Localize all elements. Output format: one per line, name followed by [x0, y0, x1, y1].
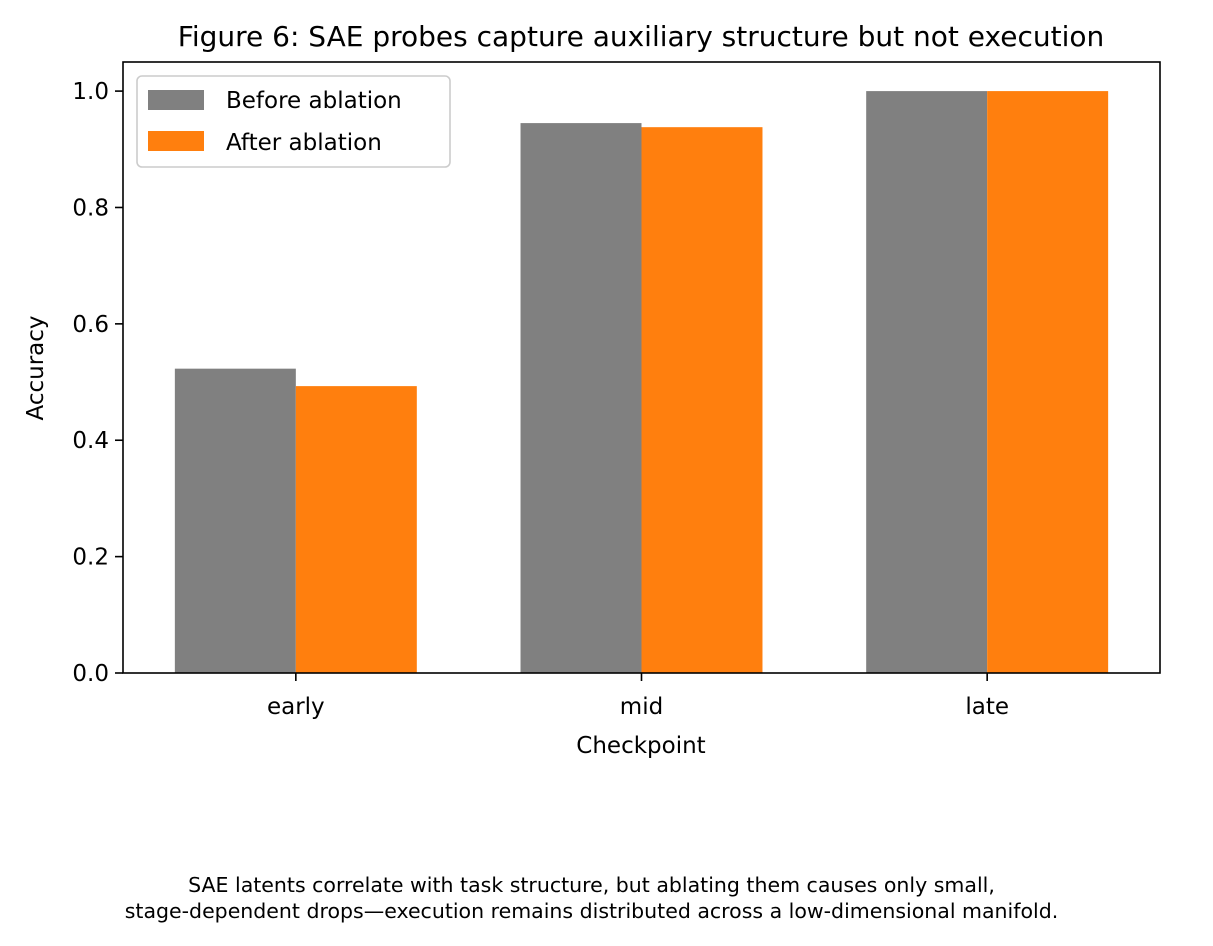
figure-caption: SAE latents correlate with task structur…	[0, 872, 1183, 924]
x-axis: early mid late	[267, 673, 1009, 720]
x-tick-label: mid	[620, 694, 663, 720]
bar-before-late	[866, 91, 988, 674]
legend-swatch-after	[148, 131, 204, 151]
legend: Before ablation After ablation	[136, 75, 451, 168]
legend-box	[136, 75, 451, 168]
chart-title: Figure 6: SAE probes capture auxiliary s…	[178, 20, 1104, 53]
bar-after-early	[295, 386, 417, 673]
y-tick-label: 1.0	[72, 79, 109, 105]
x-axis-label: Checkpoint	[576, 733, 705, 759]
y-tick-label: 0.8	[72, 195, 109, 221]
bar-after-mid	[641, 127, 763, 673]
caption-line-1: SAE latents correlate with task structur…	[188, 873, 995, 897]
y-tick-label: 0.4	[72, 428, 109, 454]
legend-label-after: After ablation	[226, 130, 382, 156]
y-tick-label: 0.6	[72, 312, 109, 338]
y-axis-label: Accuracy	[23, 315, 49, 420]
y-tick-label: 0.0	[72, 661, 109, 687]
caption-line-2: stage-dependent drops—execution remains …	[124, 899, 1059, 923]
y-axis: 0.0 0.2 0.4 0.6 0.8 1.0	[72, 79, 123, 687]
x-tick-label: early	[267, 694, 325, 720]
bar-before-mid	[520, 123, 642, 674]
bars-group	[174, 91, 1109, 674]
legend-label-before: Before ablation	[226, 88, 402, 114]
bar-after-late	[987, 91, 1109, 674]
x-tick-label: late	[965, 694, 1009, 720]
plot-area: 0.0 0.2 0.4 0.6 0.8 1.0 early mid late	[72, 61, 1161, 720]
y-tick-label: 0.2	[72, 545, 109, 571]
bar-before-early	[174, 368, 296, 673]
legend-swatch-before	[148, 90, 204, 110]
